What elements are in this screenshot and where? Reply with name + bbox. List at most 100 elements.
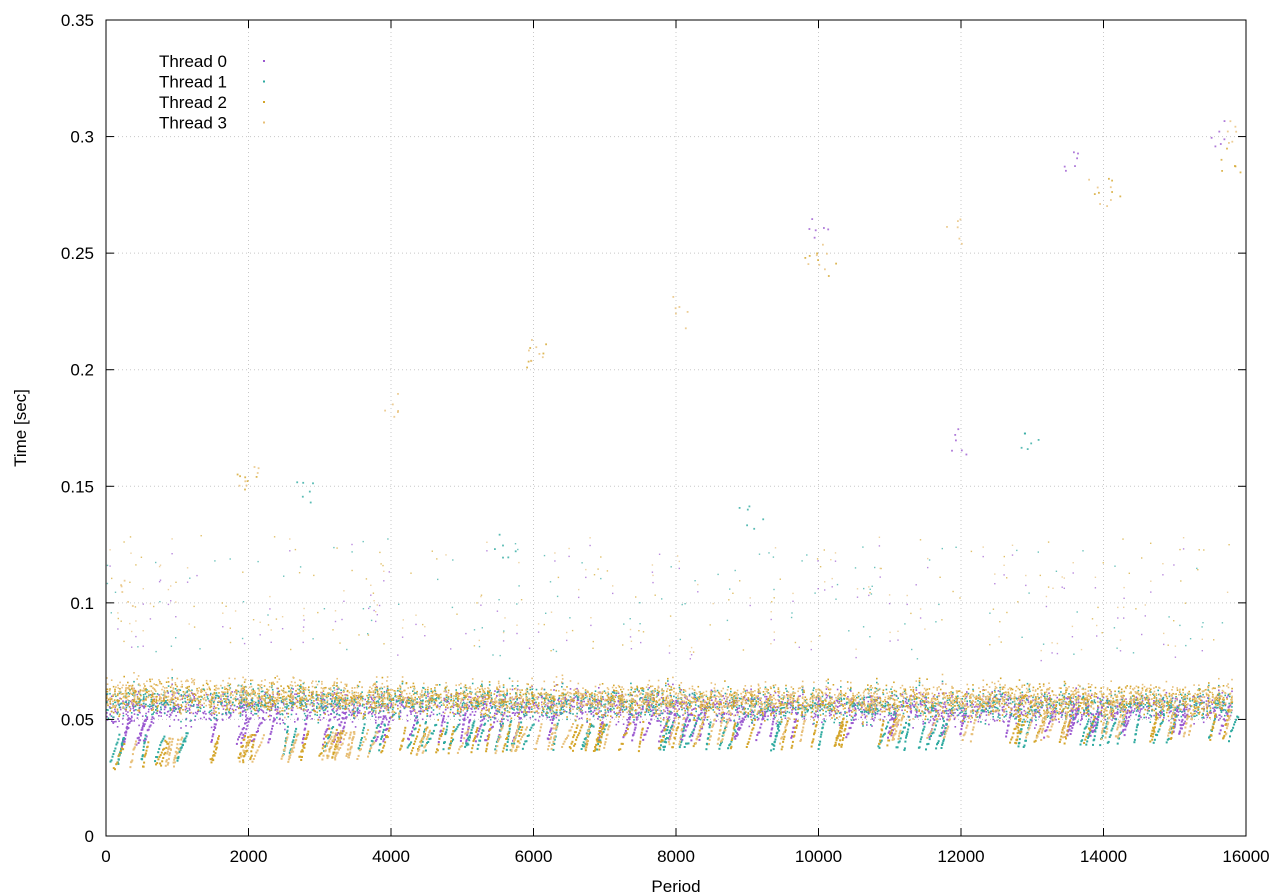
data-point <box>874 716 876 719</box>
data-point <box>728 702 731 704</box>
data-point <box>249 704 251 707</box>
data-point <box>511 707 513 710</box>
data-point <box>337 707 339 709</box>
data-point <box>675 701 677 704</box>
data-point <box>357 711 359 713</box>
data-point <box>294 702 296 705</box>
data-point <box>1034 727 1036 729</box>
data-point <box>130 715 133 718</box>
data-point <box>752 698 754 701</box>
data-point <box>378 712 380 715</box>
data-point <box>578 702 580 705</box>
data-point <box>243 699 246 701</box>
data-point <box>453 715 455 717</box>
data-point <box>341 618 343 621</box>
data-point <box>299 704 302 707</box>
data-point <box>825 696 828 699</box>
data-point <box>761 718 764 721</box>
data-point <box>629 710 631 712</box>
data-point <box>665 684 667 687</box>
data-point <box>1094 717 1097 719</box>
data-point <box>1035 716 1037 719</box>
data-point <box>657 694 660 696</box>
data-point <box>246 694 248 696</box>
data-point <box>855 656 857 659</box>
data-point <box>947 715 950 718</box>
data-point <box>187 695 190 698</box>
data-point <box>940 712 943 715</box>
data-point <box>135 709 137 711</box>
data-point <box>1087 706 1089 709</box>
data-point <box>1058 721 1060 723</box>
data-point <box>374 696 377 699</box>
data-point <box>508 677 511 680</box>
data-point <box>565 702 568 704</box>
data-point <box>955 439 957 442</box>
data-point <box>613 691 615 694</box>
data-point <box>1008 720 1011 723</box>
data-point <box>250 712 252 715</box>
data-point <box>333 716 335 719</box>
data-point <box>1157 713 1159 715</box>
data-point <box>440 714 443 717</box>
data-point <box>517 712 519 714</box>
data-point <box>1005 713 1008 715</box>
data-point <box>1171 697 1173 700</box>
data-point <box>233 704 236 707</box>
data-point <box>1091 731 1094 733</box>
data-point <box>547 738 550 741</box>
data-point <box>892 704 894 707</box>
data-point <box>671 701 673 703</box>
data-point <box>823 720 826 722</box>
data-point <box>1181 697 1183 699</box>
data-point <box>1018 720 1020 723</box>
data-point <box>159 711 161 714</box>
data-point <box>430 711 433 713</box>
data-point <box>815 703 818 706</box>
data-point <box>778 696 781 698</box>
data-point <box>1071 726 1074 729</box>
data-point <box>635 713 637 715</box>
data-point <box>250 698 253 701</box>
data-point <box>1030 705 1033 707</box>
data-point <box>641 689 643 692</box>
data-point <box>645 698 647 701</box>
data-point <box>863 713 866 716</box>
data-point <box>650 691 653 693</box>
data-point <box>683 734 686 737</box>
data-point <box>318 680 320 683</box>
data-point <box>139 693 142 696</box>
data-point <box>663 717 665 719</box>
data-point <box>178 692 180 695</box>
data-point <box>469 719 472 722</box>
data-point <box>230 696 232 699</box>
data-point <box>246 724 249 727</box>
data-point <box>490 707 493 710</box>
data-point <box>294 721 296 723</box>
data-point <box>302 682 305 685</box>
data-point <box>873 719 875 722</box>
data-point <box>392 713 394 716</box>
data-point <box>957 428 960 431</box>
data-point <box>141 726 144 729</box>
data-point <box>550 716 553 718</box>
data-point <box>213 713 216 715</box>
data-point <box>283 702 285 705</box>
data-point <box>1075 696 1077 698</box>
data-point <box>750 688 752 691</box>
data-point <box>1053 709 1056 712</box>
data-point <box>801 689 803 691</box>
data-point <box>126 725 129 728</box>
data-point <box>948 698 951 701</box>
data-point <box>1030 709 1033 711</box>
data-point <box>1116 713 1119 715</box>
data-point <box>727 703 729 706</box>
data-point <box>1219 717 1221 720</box>
data-point <box>532 697 534 699</box>
data-point <box>421 703 424 705</box>
data-point <box>311 709 314 711</box>
data-point <box>231 708 234 711</box>
data-point <box>617 713 619 715</box>
data-point <box>161 703 163 706</box>
data-point <box>1172 730 1175 733</box>
